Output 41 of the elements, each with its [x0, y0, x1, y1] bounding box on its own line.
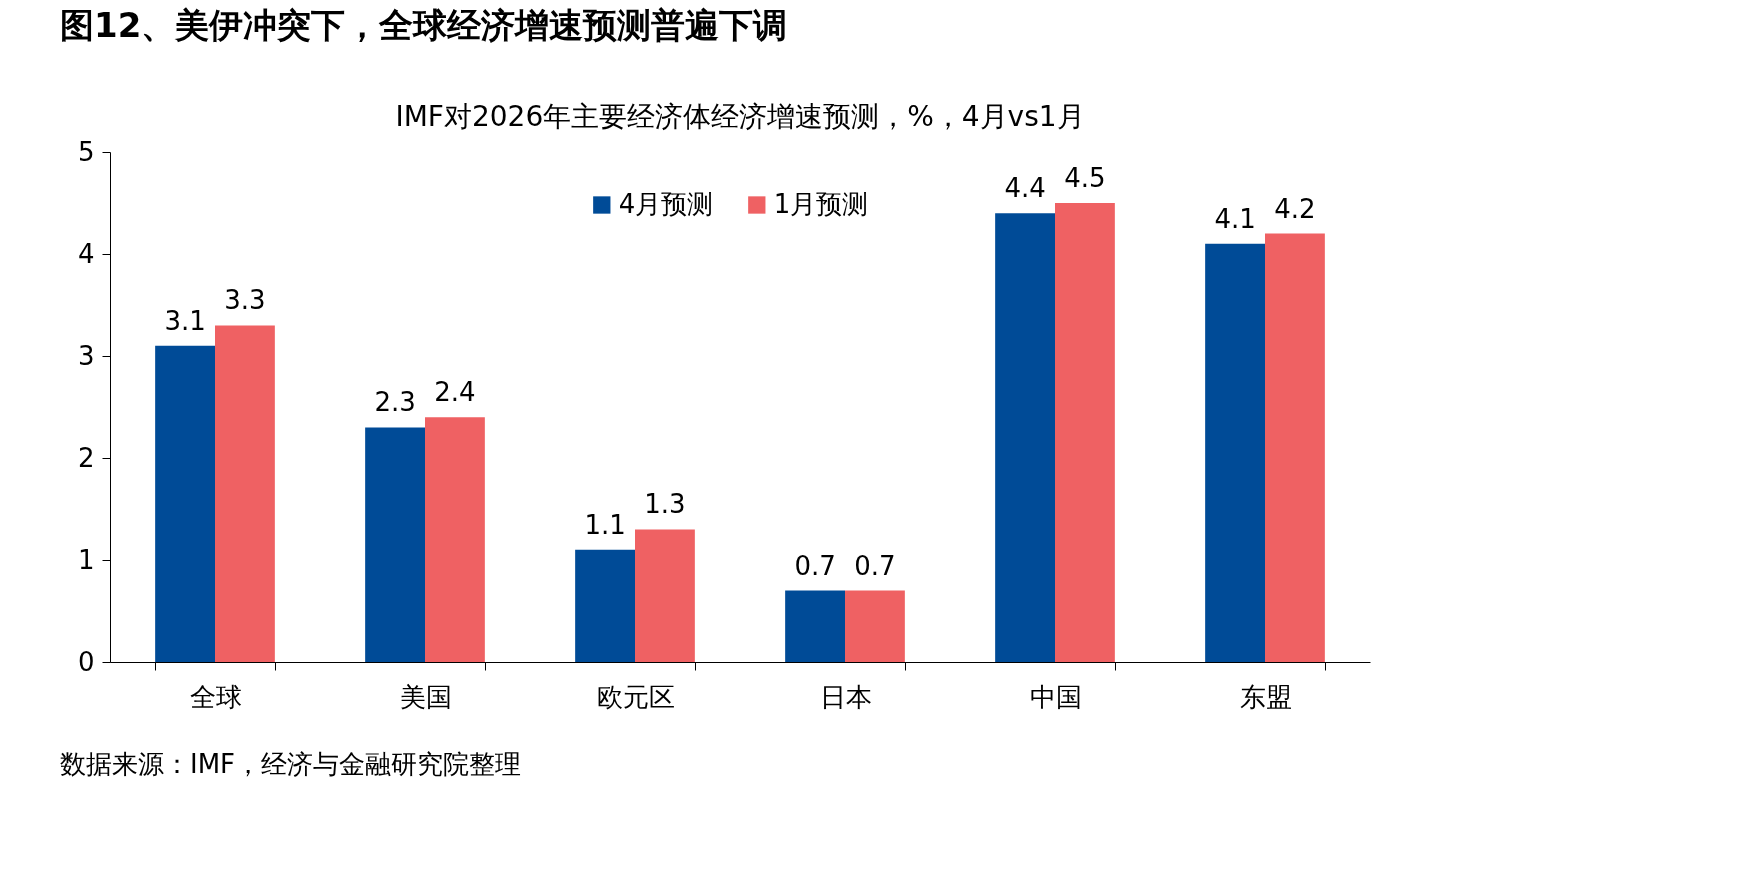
bar: [1055, 203, 1115, 662]
x-tick-label: 中国: [1029, 681, 1082, 712]
x-tick-label: 日本: [819, 681, 872, 712]
bar: [845, 590, 905, 662]
bar: [1265, 233, 1325, 662]
legend-label: 4月预测: [618, 189, 714, 219]
bar: [1205, 243, 1265, 662]
x-tick-label: 全球: [189, 681, 242, 712]
data-label: 2.3: [374, 387, 416, 418]
legend-label: 1月预测: [773, 189, 869, 219]
y-tick-label: 3: [77, 340, 95, 371]
x-tick-label: 东盟: [1239, 681, 1292, 712]
data-label: 2.4: [434, 377, 476, 408]
bar: [365, 427, 425, 662]
data-label: 4.1: [1214, 203, 1256, 234]
data-label: 1.3: [644, 489, 686, 520]
y-tick-label: 0: [77, 646, 95, 677]
data-label: 4.2: [1274, 193, 1316, 224]
data-label: 4.5: [1064, 163, 1106, 193]
bar: [995, 213, 1055, 662]
bar: [575, 549, 635, 662]
y-tick-label: 2: [77, 442, 95, 473]
y-tick-label: 4: [77, 238, 95, 269]
chart-title: 图12、美伊冲突下，全球经济增速预测普遍下调: [60, 5, 788, 45]
y-tick-label: 5: [77, 136, 95, 167]
data-label: 1.1: [584, 509, 626, 540]
bar: [785, 590, 845, 662]
bar: [215, 325, 275, 662]
data-label: 0.7: [854, 550, 896, 581]
bar: [425, 417, 485, 662]
data-label: 3.1: [164, 305, 206, 336]
data-label: 4.4: [1004, 173, 1046, 204]
x-tick-label: 美国: [399, 681, 452, 712]
x-tick-label: 欧元区: [596, 681, 675, 712]
data-label: 0.7: [794, 550, 836, 581]
y-tick-label: 1: [77, 544, 95, 575]
bar: [155, 345, 215, 662]
bar: [635, 529, 695, 662]
data-label: 3.3: [224, 285, 266, 316]
chart-subtitle: IMF对2026年主要经济体经济增速预测，%，4月vs1月: [395, 100, 1085, 133]
source-note: 数据来源：IMF，经济与金融研究院整理: [60, 749, 522, 779]
